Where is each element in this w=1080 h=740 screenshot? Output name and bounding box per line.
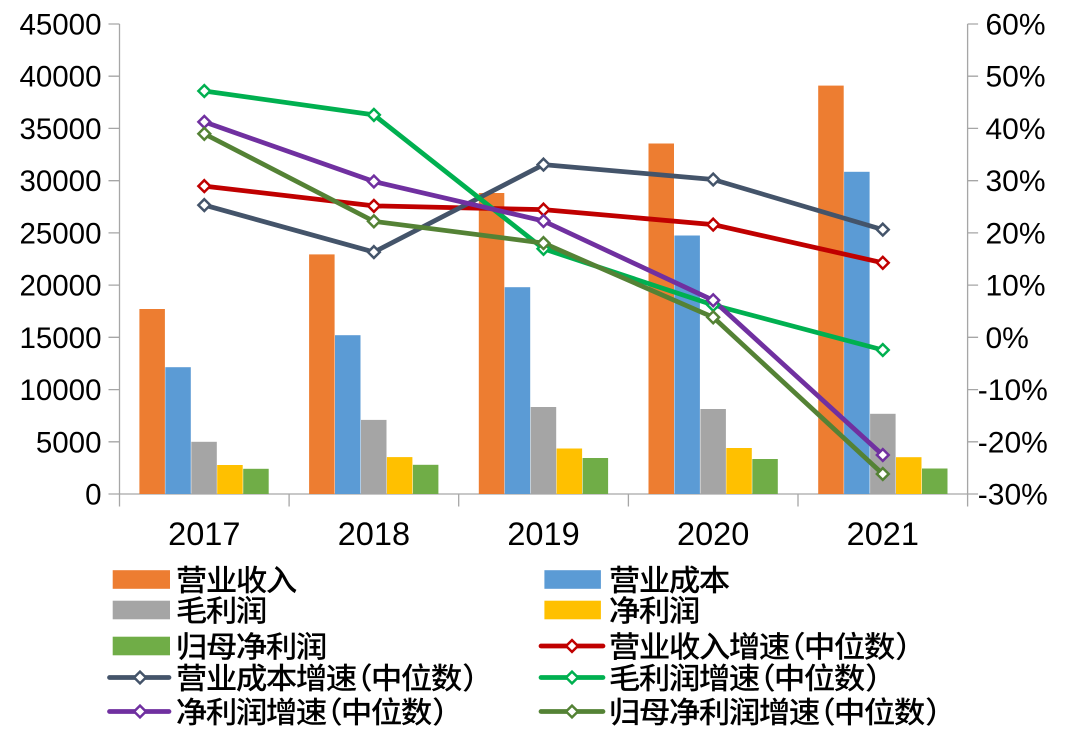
svg-text:0%: 0% xyxy=(986,322,1029,355)
svg-text:0: 0 xyxy=(85,479,101,512)
svg-text:2021: 2021 xyxy=(847,516,919,552)
svg-text:-30%: -30% xyxy=(978,479,1048,512)
svg-text:10000: 10000 xyxy=(19,374,101,407)
svg-text:20%: 20% xyxy=(986,217,1046,250)
svg-text:40%: 40% xyxy=(986,113,1046,146)
svg-text:30000: 30000 xyxy=(19,165,101,198)
svg-text:40000: 40000 xyxy=(19,61,101,94)
svg-text:25000: 25000 xyxy=(19,217,101,250)
svg-text:-10%: -10% xyxy=(978,374,1048,407)
svg-text:2019: 2019 xyxy=(507,516,579,552)
svg-text:30%: 30% xyxy=(986,165,1046,198)
svg-text:-20%: -20% xyxy=(978,426,1048,459)
svg-text:50%: 50% xyxy=(986,61,1046,94)
svg-text:45000: 45000 xyxy=(19,9,101,42)
svg-text:35000: 35000 xyxy=(19,113,101,146)
svg-text:15000: 15000 xyxy=(19,322,101,355)
svg-text:10%: 10% xyxy=(986,270,1046,303)
svg-text:5000: 5000 xyxy=(36,426,102,459)
svg-text:2020: 2020 xyxy=(677,516,749,552)
svg-text:2017: 2017 xyxy=(168,516,240,552)
svg-text:60%: 60% xyxy=(986,9,1046,42)
svg-text:2018: 2018 xyxy=(338,516,410,552)
svg-text:20000: 20000 xyxy=(19,270,101,303)
